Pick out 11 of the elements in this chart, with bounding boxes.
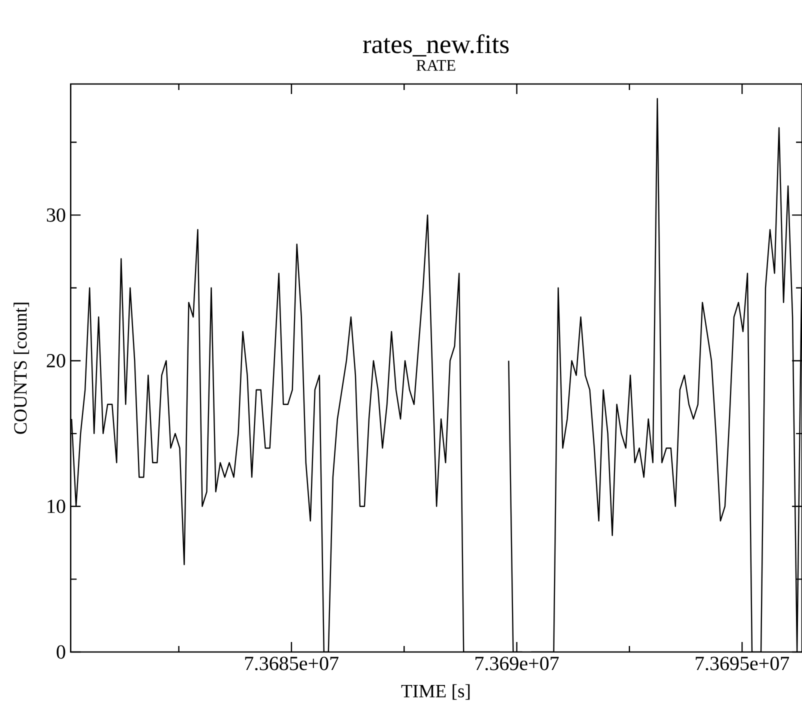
y-tick-label: 20 <box>46 354 66 368</box>
chart-title: rates_new.fits <box>362 34 509 56</box>
chart-subtitle: RATE <box>416 60 456 71</box>
y-axis-title: COUNTS [count] <box>14 302 30 434</box>
y-tick-label: 0 <box>56 645 66 659</box>
x-tick-label: 7.369e+07 <box>476 656 559 670</box>
x-axis-title: TIME [s] <box>401 684 470 700</box>
y-tick-label: 10 <box>48 500 66 514</box>
x-tick-label: 7.3695e+07 <box>696 656 790 670</box>
x-tick-label: 7.3685e+07 <box>245 656 338 670</box>
y-tick-label: 30 <box>46 208 66 222</box>
